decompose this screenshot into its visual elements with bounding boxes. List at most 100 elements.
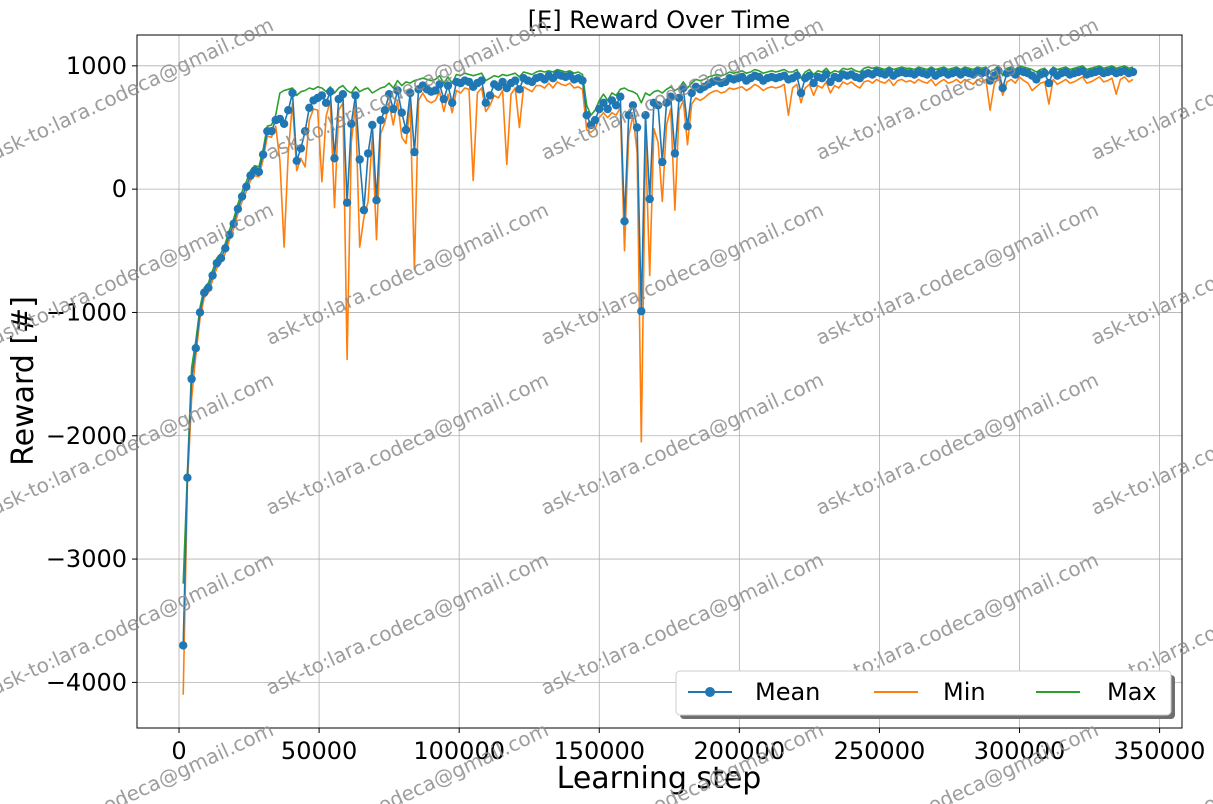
mean-point	[229, 219, 238, 228]
mean-point	[645, 194, 654, 204]
x-axis-ticks: 0 50000 100000 150000 200000 250000 300000 3500…	[171, 728, 1205, 765]
legend: Mean Min Max	[675, 670, 1175, 719]
mean-point	[515, 85, 524, 94]
mean-point	[653, 101, 663, 110]
mean-point	[368, 120, 377, 130]
mean-point	[384, 90, 394, 99]
legend-box	[675, 670, 1172, 716]
mean-point	[279, 119, 289, 128]
mean-point	[582, 111, 591, 120]
mean-point	[792, 71, 801, 80]
mean-point	[435, 80, 444, 89]
mean-point	[998, 83, 1007, 93]
mean-point	[658, 157, 667, 167]
mean-point	[611, 101, 621, 110]
mean-point	[624, 111, 633, 120]
mean-point	[225, 230, 234, 239]
mean-point	[195, 308, 205, 317]
mean-point	[1044, 78, 1054, 88]
mean-point	[191, 344, 200, 353]
mean-point	[666, 92, 675, 101]
mean-point	[439, 94, 448, 104]
mean-point	[481, 98, 490, 108]
x-tick-label: 300000	[974, 737, 1066, 765]
mean-point	[376, 115, 385, 125]
series-line-min	[182, 76, 1134, 695]
mean-point	[351, 91, 360, 100]
mean-point	[1040, 69, 1049, 78]
mean-point	[355, 155, 364, 164]
mean-point	[431, 86, 440, 95]
mean-point	[216, 254, 226, 263]
mean-point	[805, 71, 814, 80]
y-tick-label: −2000	[46, 422, 127, 450]
mean-point	[372, 196, 381, 205]
mean-point	[208, 271, 217, 280]
mean-point	[662, 98, 671, 108]
mean-point	[620, 217, 629, 226]
x-tick-label: 250000	[834, 737, 926, 765]
mean-point	[254, 167, 264, 177]
mean-markers	[179, 66, 1138, 650]
y-tick-label: −1000	[46, 298, 127, 326]
x-tick-label: 200000	[694, 737, 786, 765]
mean-point	[187, 374, 196, 384]
mean-point	[641, 111, 650, 120]
mean-point	[822, 70, 831, 79]
y-axis-label: Reward [#]	[6, 296, 41, 466]
mean-point	[670, 149, 680, 158]
mean-point	[410, 147, 419, 157]
mean-point	[326, 87, 335, 96]
mean-point	[183, 473, 192, 482]
mean-point	[242, 182, 251, 191]
y-tick-label: −3000	[46, 545, 127, 573]
mean-point	[317, 91, 327, 100]
mean-point	[284, 106, 293, 115]
mean-point	[616, 92, 625, 101]
mean-point	[292, 156, 301, 165]
mean-point	[637, 307, 646, 316]
mean-point	[179, 641, 188, 650]
y-tick-label: 1000	[66, 52, 127, 80]
mean-point	[258, 150, 268, 159]
chart-title: [E] Reward Over Time	[528, 6, 791, 34]
series-line-max	[182, 65, 1134, 584]
mean-point	[578, 76, 587, 85]
y-tick-label: −4000	[46, 668, 127, 696]
mean-point	[401, 125, 411, 135]
x-tick-label: 0	[171, 737, 186, 765]
mean-point	[321, 98, 331, 108]
mean-point	[498, 77, 507, 87]
mean-point	[406, 88, 415, 98]
mean-point	[981, 67, 991, 77]
mean-point	[603, 104, 612, 114]
mean-point	[305, 103, 314, 113]
legend-mean-label: Mean	[755, 678, 820, 706]
mean-point	[485, 91, 495, 100]
mean-point	[267, 127, 276, 136]
mean-point	[595, 104, 604, 114]
y-tick-label: 0	[112, 175, 127, 203]
y-axis-ticks: −4000 −3000 −2000 −1000 0 1000	[46, 52, 137, 696]
mean-point	[599, 98, 608, 108]
mean-point	[363, 149, 373, 158]
mean-point	[796, 88, 806, 98]
mean-point	[389, 104, 398, 114]
mean-point	[628, 101, 638, 110]
mean-point	[679, 83, 688, 93]
grid-lines	[137, 35, 1182, 728]
mean-point	[288, 88, 297, 98]
x-tick-label: 50000	[281, 737, 357, 765]
mean-point	[342, 198, 352, 207]
mean-point	[443, 81, 453, 90]
plot-area-frame	[136, 34, 1183, 729]
mean-point	[590, 115, 600, 125]
mean-point	[380, 106, 390, 115]
mean-point	[632, 123, 642, 132]
mean-point	[683, 122, 692, 131]
mean-point	[477, 76, 486, 85]
mean-point	[511, 76, 520, 85]
x-tick-label: 350000	[1114, 737, 1206, 765]
